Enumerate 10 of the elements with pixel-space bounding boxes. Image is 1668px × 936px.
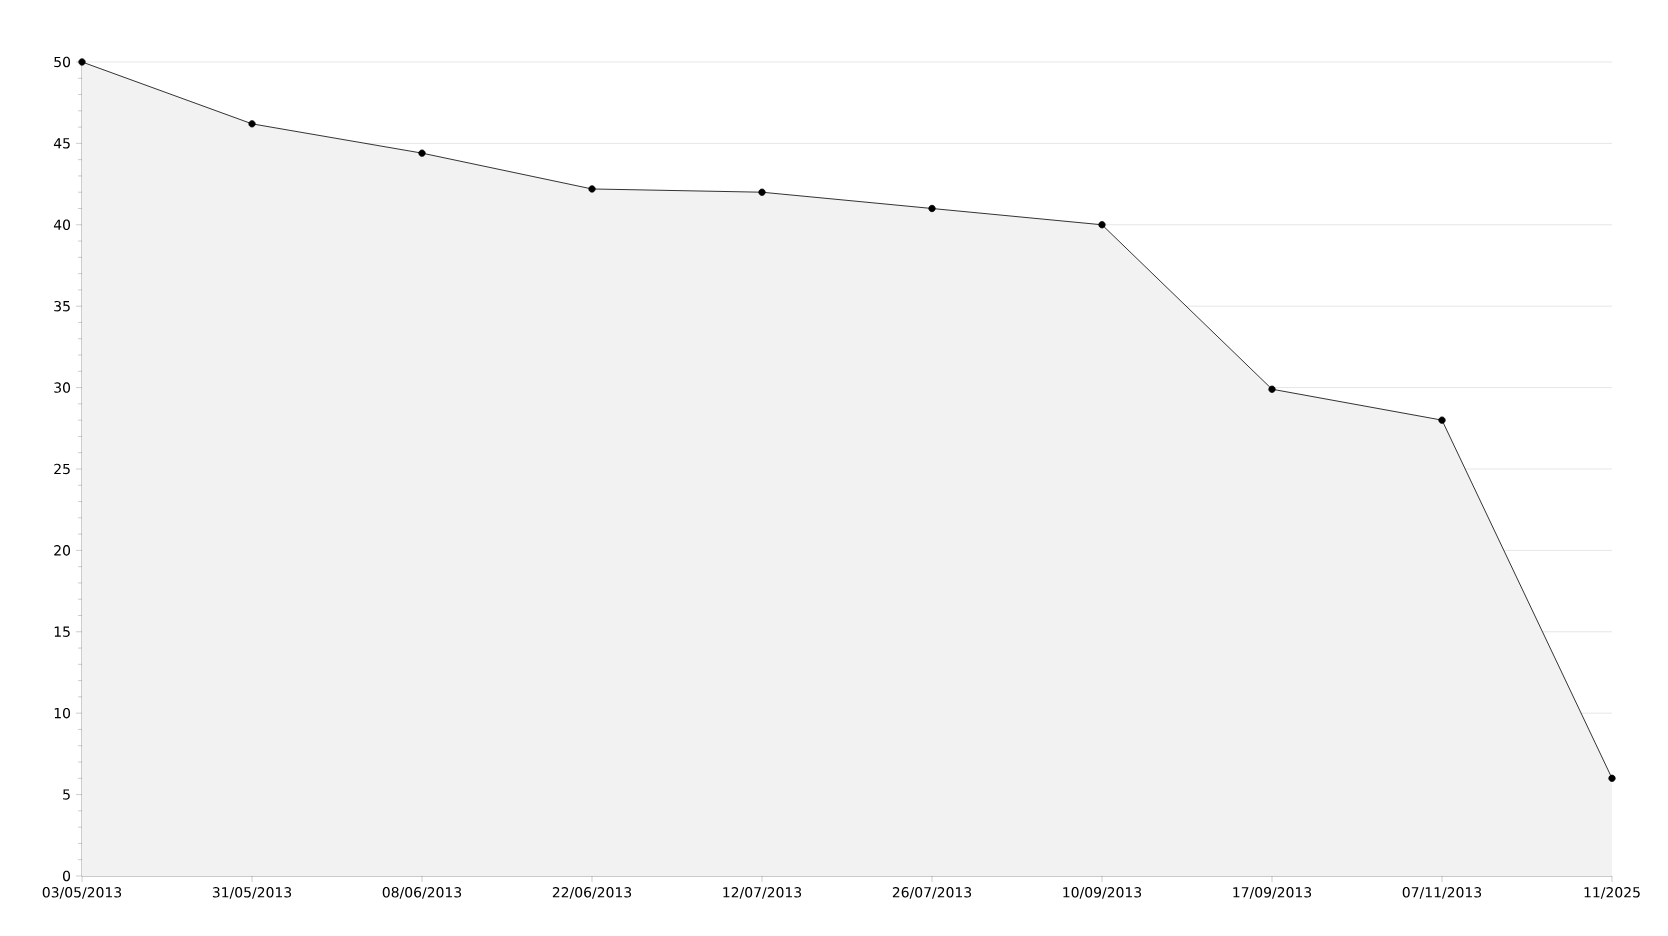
point: [758, 188, 766, 196]
point: [1098, 221, 1106, 229]
point: [1268, 385, 1276, 393]
point: [588, 185, 596, 193]
point: [248, 120, 256, 128]
point: [418, 149, 426, 157]
point: [1438, 416, 1446, 424]
point: [928, 204, 936, 213]
point: [78, 58, 86, 66]
point: [1608, 774, 1616, 782]
